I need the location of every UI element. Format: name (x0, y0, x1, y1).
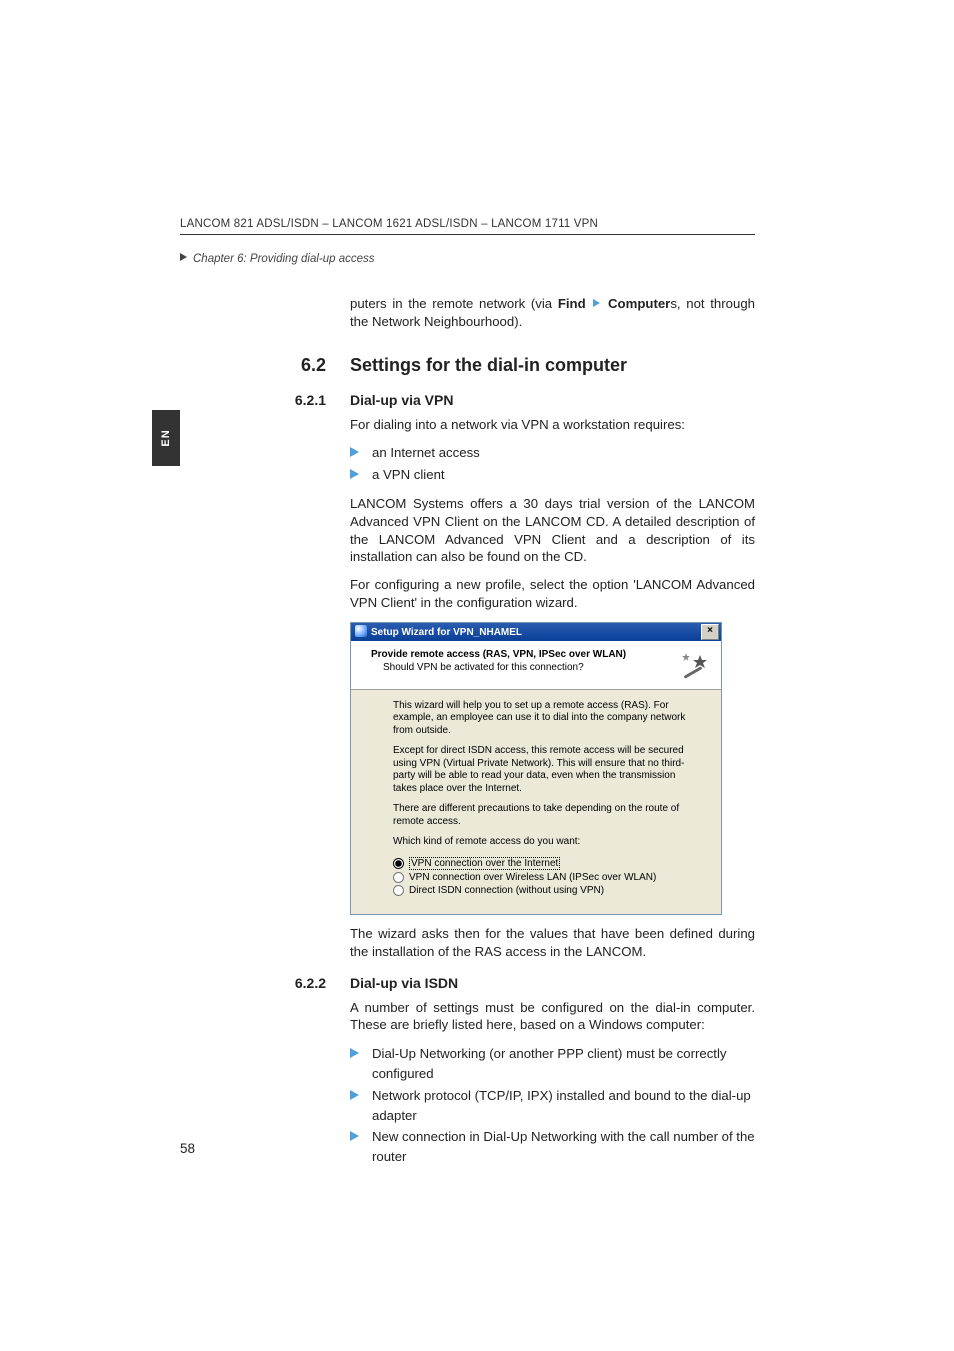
page-number: 58 (180, 1141, 195, 1156)
page-content: LANCOM 821 ADSL/ISDN – LANCOM 1621 ADSL/… (180, 218, 755, 1177)
wizard-radio-group: VPN connection over the Internet VPN con… (393, 857, 693, 896)
wizard-header-pane: Provide remote access (RAS, VPN, IPSec o… (351, 641, 721, 690)
list-item: an Internet access (350, 443, 755, 463)
list-item: Dial-Up Networking (or another PPP clien… (350, 1044, 755, 1084)
section-6-2-2-heading: 6.2.2 Dial-up via ISDN (180, 975, 755, 991)
radio-input[interactable] (393, 885, 404, 896)
radio-input[interactable] (393, 872, 404, 883)
wizard-p2: Except for direct ISDN access, this remo… (393, 745, 693, 795)
section-6-2-1-number: 6.2.1 (180, 392, 350, 408)
list-item: a VPN client (350, 465, 755, 485)
section-6-2-title: Settings for the dial-in computer (350, 355, 627, 376)
section-6-2-number: 6.2 (180, 355, 350, 376)
sec621-p1: For dialing into a network via VPN a wor… (350, 416, 755, 434)
chapter-reference-text: Chapter 6: Providing dial-up access (193, 253, 375, 265)
section-6-2-2-title: Dial-up via ISDN (350, 975, 458, 991)
wizard-header-subtitle: Should VPN be activated for this connect… (383, 662, 626, 673)
radio-label: VPN connection over the Internet (409, 857, 560, 870)
radio-direct-isdn[interactable]: Direct ISDN connection (without using VP… (393, 885, 693, 896)
list-item: New connection in Dial-Up Networking wit… (350, 1127, 755, 1167)
sec621-p3: For configuring a new profile, select th… (350, 576, 755, 612)
wizard-header-title: Provide remote access (RAS, VPN, IPSec o… (371, 649, 626, 660)
setup-wizard-dialog: Setup Wizard for VPN_NHAMEL × Provide re… (350, 622, 722, 915)
triangle-inline-icon (593, 299, 600, 307)
wizard-prompt: Which kind of remote access do you want: (393, 836, 693, 849)
wizard-p3: There are different precautions to take … (393, 803, 693, 828)
sec621-bullets: an Internet access a VPN client (350, 443, 755, 485)
intro-bold-find: Find (558, 296, 586, 311)
chapter-reference: Chapter 6: Providing dial-up access (180, 253, 755, 265)
language-tab-label: EN (160, 429, 172, 446)
radio-label: Direct ISDN connection (without using VP… (409, 885, 604, 896)
wizard-app-icon (355, 625, 367, 637)
list-item: Network protocol (TCP/IP, IPX) installed… (350, 1086, 755, 1126)
section-6-2-2-number: 6.2.2 (180, 975, 350, 991)
close-button[interactable]: × (701, 624, 719, 640)
triangle-bullet-icon (180, 253, 187, 261)
running-header: LANCOM 821 ADSL/ISDN – LANCOM 1621 ADSL/… (180, 218, 755, 235)
sec621-p2: LANCOM Systems offers a 30 days trial ve… (350, 495, 755, 566)
section-6-2-1-title: Dial-up via VPN (350, 392, 453, 408)
section-6-2-1-heading: 6.2.1 Dial-up via VPN (180, 392, 755, 408)
radio-vpn-internet[interactable]: VPN connection over the Internet (393, 857, 693, 870)
wizard-titlebar: Setup Wizard for VPN_NHAMEL × (351, 623, 721, 641)
section-6-2-heading: 6.2 Settings for the dial-in computer (180, 355, 755, 376)
sec621-p4: The wizard asks then for the values that… (350, 925, 755, 961)
radio-label: VPN connection over Wireless LAN (IPSec … (409, 872, 656, 883)
radio-input[interactable] (393, 858, 404, 869)
wizard-header-text: Provide remote access (RAS, VPN, IPSec o… (371, 649, 626, 673)
sec622-bullets: Dial-Up Networking (or another PPP clien… (350, 1044, 755, 1167)
wizard-title-wrap: Setup Wizard for VPN_NHAMEL (355, 625, 522, 638)
sec622-p1: A number of settings must be configured … (350, 999, 755, 1035)
wizard-title: Setup Wizard for VPN_NHAMEL (371, 627, 522, 638)
intro-fragment: puters in the remote network (via Find C… (350, 295, 755, 331)
wizard-body-pane: This wizard will help you to set up a re… (351, 690, 721, 914)
intro-bold-computer: Computer (608, 296, 670, 311)
wizard-wand-icon (679, 649, 711, 681)
intro-pre: puters in the remote network (via (350, 296, 558, 311)
wizard-p1: This wizard will help you to set up a re… (393, 700, 693, 738)
radio-vpn-wlan[interactable]: VPN connection over Wireless LAN (IPSec … (393, 872, 693, 883)
language-tab: EN (152, 410, 180, 466)
